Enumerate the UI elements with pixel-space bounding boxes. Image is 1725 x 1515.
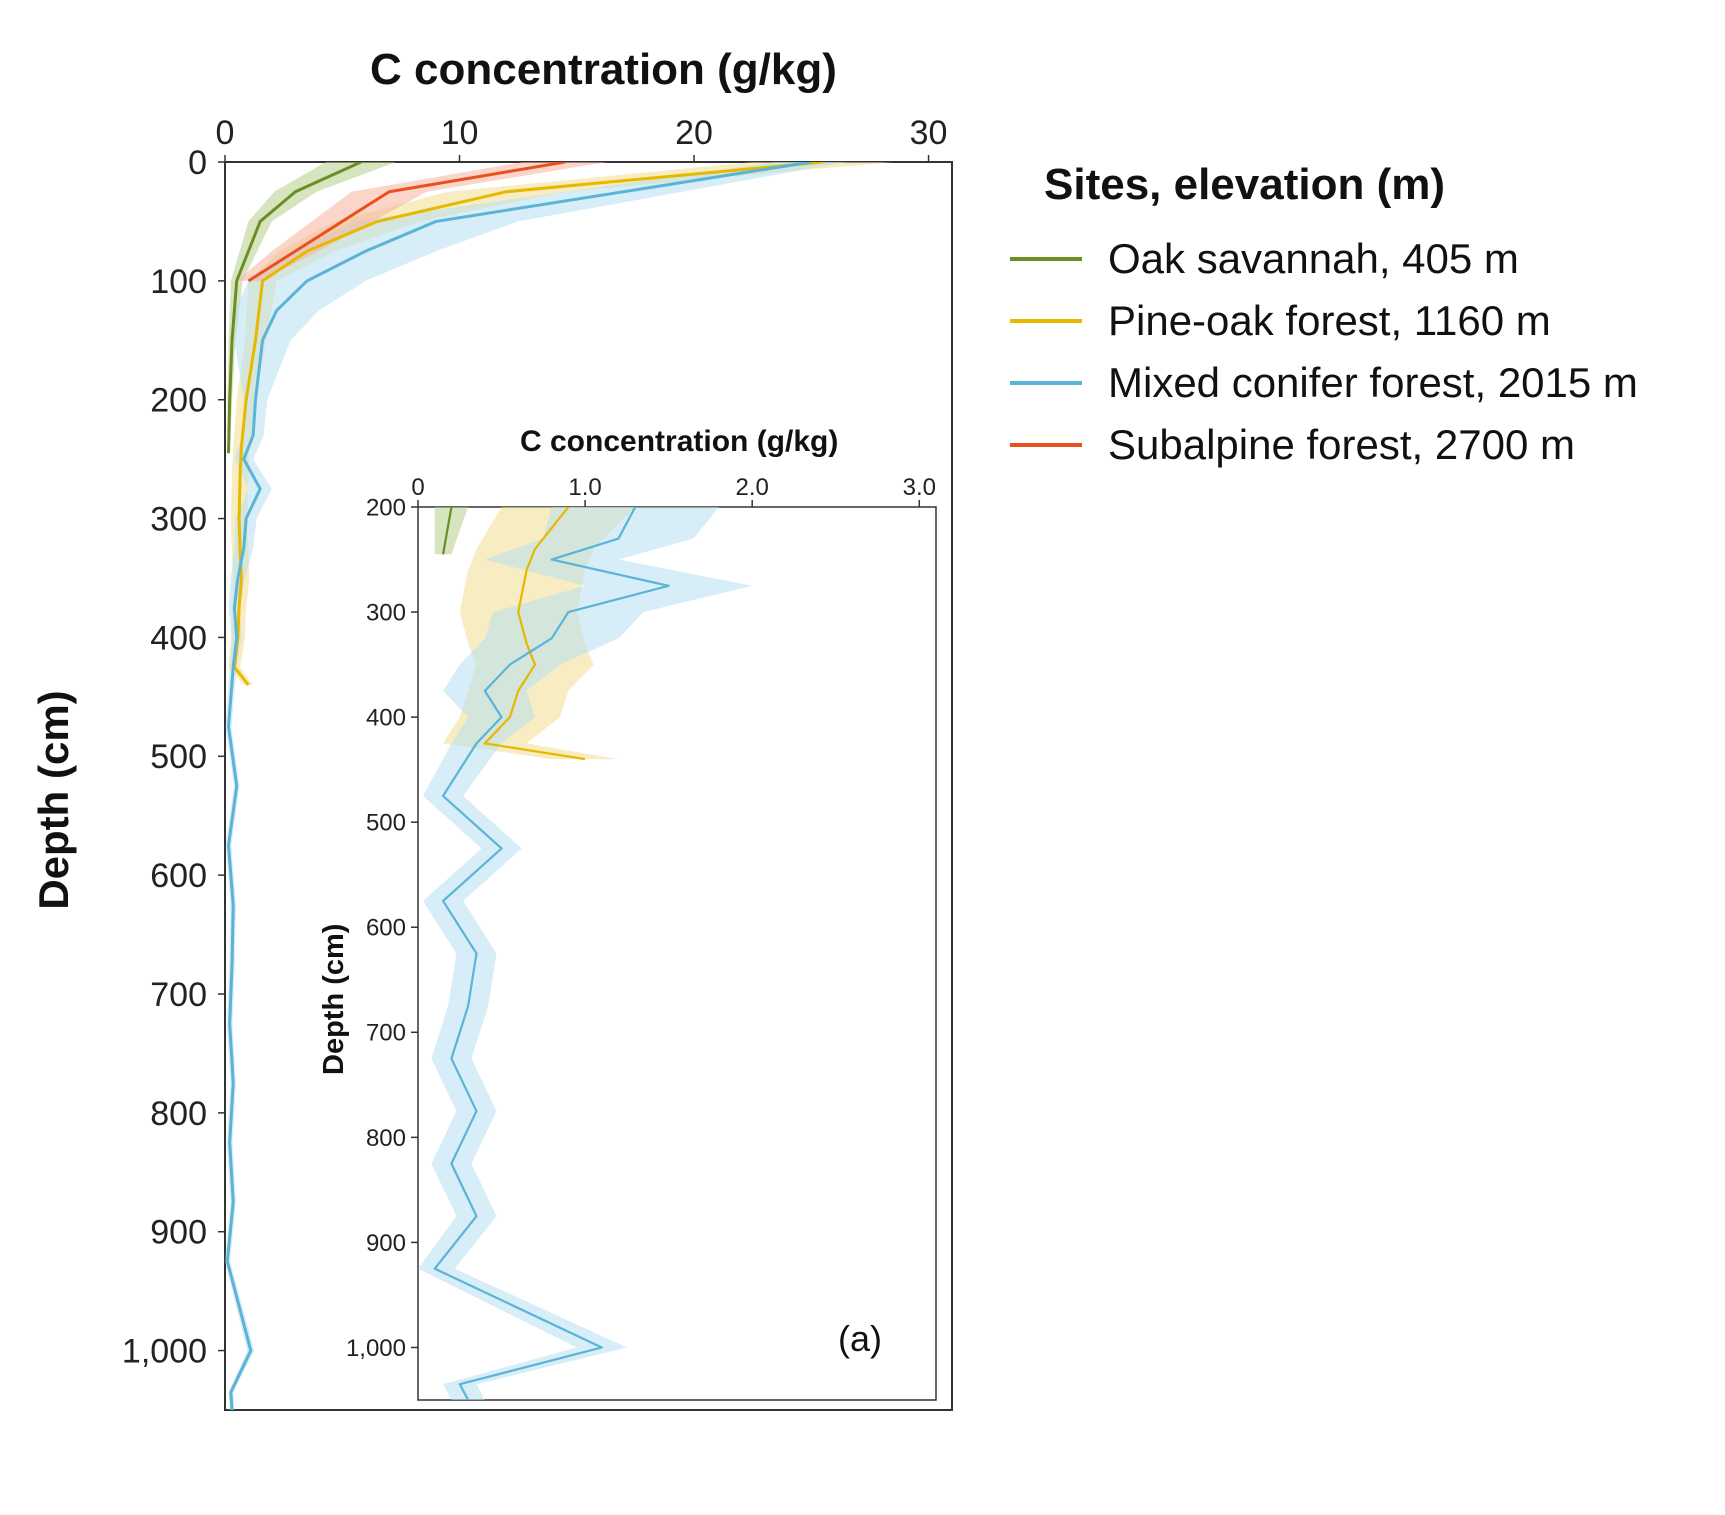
inset-y-tick-label: 400: [366, 705, 406, 732]
inset-band-0: [434, 507, 469, 555]
inset-y-tick-label: 1,000: [346, 1335, 406, 1362]
inset-x-tick-label: 1.0: [568, 474, 601, 501]
main-y-tick-label: 0: [188, 144, 207, 182]
main-y-tick-label: 400: [150, 619, 207, 657]
main-line-3: [247, 162, 566, 283]
legend-label: Mixed conifer forest, 2015 m: [1108, 359, 1638, 406]
main-y-tick-label: 600: [150, 857, 207, 895]
main-line-2: [225, 162, 812, 1410]
inset-x-tick-label: 0: [411, 474, 424, 501]
inset-band-2: [418, 507, 753, 1400]
main-y-tick-label: 100: [150, 263, 207, 301]
inset-x-tick-label: 3.0: [903, 474, 936, 501]
main-series-group: [225, 162, 894, 1410]
main-x-tick-label: 20: [675, 114, 713, 152]
main-x-tick-label: 10: [441, 114, 479, 152]
main-band-2: [225, 162, 847, 1410]
legend-swatch: [1010, 443, 1082, 447]
panel-label: (a): [838, 1318, 882, 1359]
main-y-tick-label: 800: [150, 1095, 207, 1133]
main-y-tick-label: 200: [150, 382, 207, 420]
inset-y-tick-label: 600: [366, 915, 406, 942]
legend-label: Oak savannah, 405 m: [1108, 235, 1519, 282]
main-y-tick-label: 300: [150, 500, 207, 538]
inset-y-tick-label: 800: [366, 1125, 406, 1152]
legend-swatch: [1010, 319, 1082, 323]
main-y-axis-title: Depth (cm): [30, 690, 77, 910]
inset-y-tick-label: 700: [366, 1020, 406, 1047]
inset-line-1: [483, 507, 586, 761]
main-y-tick-label: 700: [150, 976, 207, 1014]
main-y-tick-label: 500: [150, 738, 207, 776]
inset-line-2: [433, 507, 670, 1400]
inset-y-tick-label: 300: [366, 599, 406, 626]
main-x-axis-title: C concentration (g/kg): [370, 45, 837, 94]
inset-y-tick-label: 200: [366, 494, 406, 521]
inset-y-tick-label: 500: [366, 810, 406, 837]
inset-y-axis-title: Depth (cm): [318, 923, 350, 1075]
main-x-tick-label: 30: [910, 114, 948, 152]
legend-item-mixed-conifer: Mixed conifer forest, 2015 m: [1010, 352, 1638, 414]
legend-title: Sites, elevation (m): [1044, 160, 1446, 209]
main-y-tick-label: 900: [150, 1214, 207, 1252]
legend: Sites, elevation (m) Oak savannah, 405 m…: [1010, 160, 1638, 476]
legend-swatch: [1010, 381, 1082, 385]
legend-label: Subalpine forest, 2700 m: [1108, 421, 1575, 468]
inset-series-group: [418, 507, 753, 1400]
legend-label: Pine-oak forest, 1160 m: [1108, 297, 1551, 344]
legend-item-pine-oak: Pine-oak forest, 1160 m: [1010, 290, 1638, 352]
main-line-1: [232, 162, 824, 686]
inset-y-tick-label: 900: [366, 1230, 406, 1257]
inset-x-tick-label: 2.0: [736, 474, 769, 501]
legend-item-oak-savannah: Oak savannah, 405 m: [1010, 228, 1638, 290]
main-y-tick-label: 1,000: [122, 1332, 207, 1370]
legend-swatch: [1010, 257, 1082, 261]
main-line-0: [227, 162, 362, 454]
inset-x-axis-title: C concentration (g/kg): [520, 425, 839, 458]
main-x-tick-label: 0: [216, 114, 235, 152]
legend-item-subalpine: Subalpine forest, 2700 m: [1010, 414, 1638, 476]
